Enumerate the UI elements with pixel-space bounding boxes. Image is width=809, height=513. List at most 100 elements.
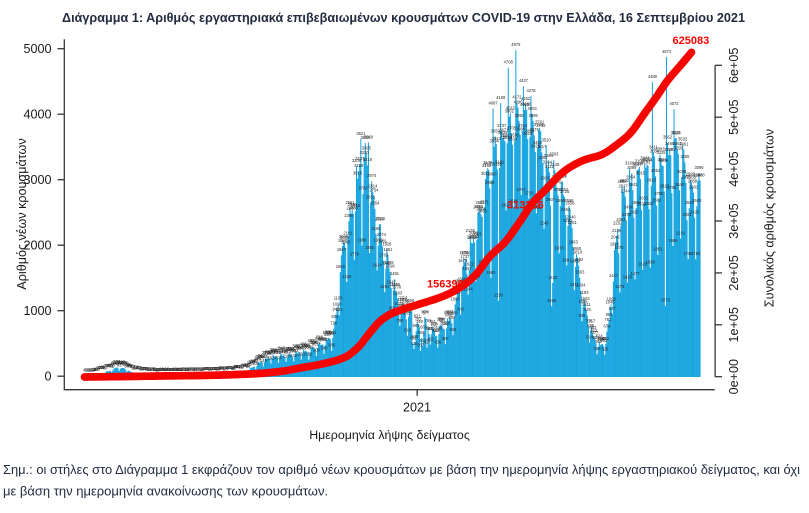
svg-text:77: 77 [107, 363, 112, 368]
svg-text:787: 787 [415, 316, 423, 321]
svg-text:3558: 3558 [503, 135, 513, 140]
svg-text:2761: 2761 [554, 187, 564, 192]
svg-text:343: 343 [278, 346, 286, 351]
svg-text:625: 625 [450, 327, 458, 332]
svg-text:2561: 2561 [345, 200, 355, 205]
svg-text:3382: 3382 [655, 147, 665, 152]
svg-text:3153: 3153 [484, 162, 494, 167]
svg-text:2571: 2571 [480, 200, 490, 205]
svg-text:436: 436 [434, 339, 442, 344]
svg-text:3195: 3195 [635, 159, 645, 164]
svg-text:1993: 1993 [374, 237, 384, 242]
svg-text:4: 4 [83, 368, 86, 373]
svg-text:18: 18 [158, 367, 163, 372]
svg-text:754: 754 [585, 319, 593, 324]
svg-text:17: 17 [169, 367, 174, 372]
svg-text:401: 401 [312, 342, 320, 347]
svg-text:108: 108 [252, 361, 260, 366]
svg-text:2767: 2767 [517, 187, 527, 192]
svg-text:2169: 2169 [371, 226, 381, 231]
svg-text:50: 50 [101, 365, 106, 370]
svg-text:8: 8 [89, 368, 92, 373]
svg-text:2324: 2324 [376, 216, 386, 221]
svg-text:5: 5 [84, 368, 87, 373]
svg-text:1640: 1640 [381, 261, 391, 266]
svg-text:2602: 2602 [652, 198, 662, 203]
svg-text:321: 321 [288, 347, 296, 352]
svg-text:57: 57 [130, 364, 135, 369]
svg-text:22: 22 [146, 367, 151, 372]
svg-text:697: 697 [431, 322, 439, 327]
svg-text:4096: 4096 [513, 100, 523, 105]
svg-text:42: 42 [230, 365, 235, 370]
svg-text:524: 524 [596, 334, 604, 339]
svg-text:429: 429 [309, 340, 317, 345]
svg-text:12: 12 [91, 367, 96, 372]
svg-text:1873: 1873 [555, 245, 565, 250]
svg-text:5e+05: 5e+05 [727, 100, 741, 135]
svg-text:84: 84 [126, 363, 131, 368]
svg-text:137: 137 [249, 359, 257, 364]
svg-text:3393: 3393 [674, 146, 684, 151]
svg-text:3214: 3214 [643, 158, 653, 163]
svg-text:514: 514 [586, 334, 594, 339]
svg-text:1011: 1011 [582, 302, 592, 307]
svg-text:3252: 3252 [538, 155, 548, 160]
svg-text:4427: 4427 [519, 78, 529, 83]
svg-text:20: 20 [172, 367, 177, 372]
svg-text:2303: 2303 [616, 217, 626, 222]
svg-text:2564: 2564 [476, 200, 486, 205]
svg-text:116: 116 [121, 360, 128, 365]
svg-text:22: 22 [199, 367, 204, 372]
svg-text:1439: 1439 [342, 274, 352, 279]
svg-text:149: 149 [260, 358, 268, 363]
svg-text:492: 492 [599, 336, 607, 341]
svg-text:3166: 3166 [625, 161, 635, 166]
svg-text:28: 28 [144, 366, 149, 371]
svg-text:343: 343 [299, 346, 307, 351]
svg-text:19: 19 [173, 367, 178, 372]
svg-text:1649: 1649 [384, 260, 394, 265]
svg-text:6: 6 [86, 368, 89, 373]
svg-text:3895: 3895 [515, 113, 525, 118]
svg-text:57: 57 [233, 364, 238, 369]
svg-text:62: 62 [236, 364, 241, 369]
svg-text:761: 761 [425, 318, 433, 323]
svg-text:51: 51 [131, 365, 136, 370]
svg-text:487: 487 [442, 336, 450, 341]
svg-text:63: 63 [235, 364, 240, 369]
svg-text:3095: 3095 [694, 165, 704, 170]
svg-text:12: 12 [178, 367, 183, 372]
svg-text:2889: 2889 [688, 179, 698, 184]
svg-text:3208: 3208 [659, 158, 669, 163]
svg-text:458: 458 [307, 338, 315, 343]
svg-text:3411: 3411 [649, 145, 659, 150]
svg-text:11: 11 [155, 367, 160, 372]
svg-text:32: 32 [211, 366, 216, 371]
svg-text:4000: 4000 [23, 108, 51, 122]
svg-text:33: 33 [213, 366, 218, 371]
svg-text:3504: 3504 [490, 139, 500, 144]
svg-text:3015: 3015 [353, 171, 363, 176]
svg-text:2801: 2801 [689, 185, 699, 190]
svg-text:3520: 3520 [542, 137, 552, 142]
svg-text:2705: 2705 [654, 191, 664, 196]
svg-text:3237: 3237 [355, 156, 365, 161]
svg-text:610: 610 [432, 328, 440, 333]
svg-text:32: 32 [214, 366, 219, 371]
svg-text:1114: 1114 [399, 295, 408, 300]
svg-text:1737: 1737 [460, 254, 470, 259]
svg-text:82: 82 [245, 363, 250, 368]
svg-text:20: 20 [148, 367, 153, 372]
svg-text:2744: 2744 [621, 188, 631, 193]
svg-text:2592: 2592 [692, 198, 702, 203]
svg-text:1281: 1281 [380, 284, 390, 289]
svg-text:25: 25 [145, 366, 150, 371]
svg-text:252: 252 [305, 352, 313, 357]
svg-text:79: 79 [240, 363, 245, 368]
svg-text:201: 201 [275, 355, 283, 360]
svg-text:4e+05: 4e+05 [727, 151, 741, 186]
svg-text:23: 23 [140, 367, 145, 372]
svg-text:2843: 2843 [628, 182, 638, 187]
svg-text:23: 23 [215, 367, 220, 372]
